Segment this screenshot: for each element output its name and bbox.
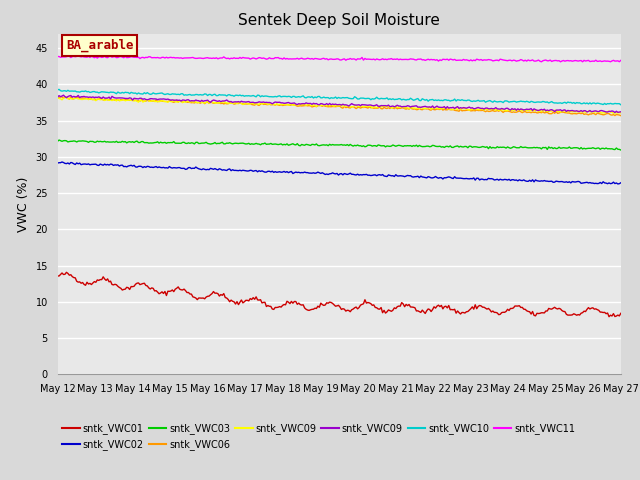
Legend: sntk_VWC01, sntk_VWC02, sntk_VWC03, sntk_VWC06, sntk_VWC09, sntk_VWC09, sntk_VWC: sntk_VWC01, sntk_VWC02, sntk_VWC03, sntk… bbox=[63, 423, 575, 450]
Text: BA_arable: BA_arable bbox=[66, 39, 134, 52]
Title: Sentek Deep Soil Moisture: Sentek Deep Soil Moisture bbox=[238, 13, 440, 28]
Y-axis label: VWC (%): VWC (%) bbox=[17, 176, 30, 232]
